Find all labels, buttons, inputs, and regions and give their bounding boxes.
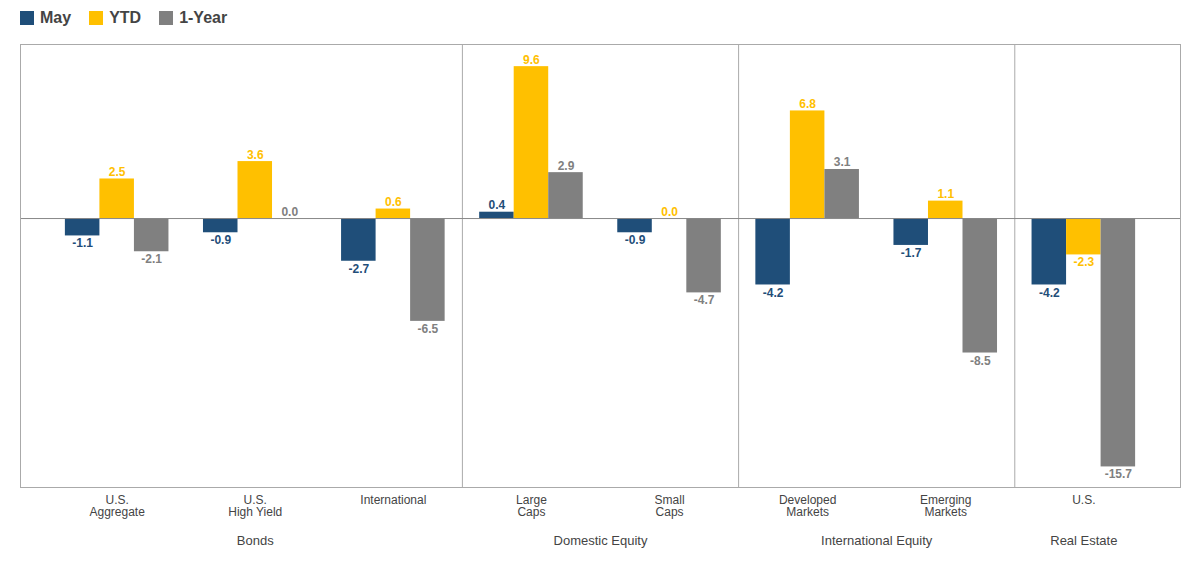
svg-text:-0.9: -0.9 <box>210 233 231 247</box>
svg-text:3.6: 3.6 <box>247 148 264 162</box>
html-text:YTD: YTD <box>109 9 142 26</box>
svg-text:Bonds: Bonds <box>237 533 274 548</box>
svg-text:International Equity: International Equity <box>821 533 933 548</box>
svg-text:U.S.: U.S. <box>1072 493 1095 507</box>
svg-text:EmergingMarkets: EmergingMarkets <box>920 493 971 519</box>
svg-text:DevelopedMarkets: DevelopedMarkets <box>779 493 836 519</box>
svg-text:-4.2: -4.2 <box>1039 286 1060 300</box>
svg-text:-0.9: -0.9 <box>625 233 646 247</box>
svg-text:Real Estate: Real Estate <box>1050 533 1117 548</box>
svg-text:6.8: 6.8 <box>799 97 816 111</box>
html-text:1-Year: 1-Year <box>179 9 228 26</box>
html-text:May: May <box>40 9 72 26</box>
svg-text:1.1: 1.1 <box>937 187 954 201</box>
svg-text:9.6: 9.6 <box>523 53 540 67</box>
svg-text:-2.3: -2.3 <box>1073 255 1094 269</box>
svg-text:SmallCaps: SmallCaps <box>655 493 685 519</box>
svg-text:0.0: 0.0 <box>281 205 298 219</box>
svg-text:0.4: 0.4 <box>489 198 506 212</box>
svg-text:LargeCaps: LargeCaps <box>516 493 547 519</box>
svg-text:-8.5: -8.5 <box>970 354 991 368</box>
svg-text:2.5: 2.5 <box>109 165 126 179</box>
svg-text:U.S.Aggregate: U.S.Aggregate <box>89 493 145 519</box>
svg-text:Domestic Equity: Domestic Equity <box>554 533 648 548</box>
svg-text:-15.7: -15.7 <box>1105 467 1133 481</box>
svg-text:3.1: 3.1 <box>834 155 851 169</box>
svg-text:-6.5: -6.5 <box>418 322 439 336</box>
svg-text:-2.7: -2.7 <box>348 262 369 276</box>
svg-text:-1.1: -1.1 <box>72 236 93 250</box>
svg-text:-4.7: -4.7 <box>694 293 715 307</box>
svg-text:-2.1: -2.1 <box>141 252 162 266</box>
svg-text:U.S.High Yield: U.S.High Yield <box>228 493 282 519</box>
svg-text:2.9: 2.9 <box>558 159 575 173</box>
svg-text:-4.2: -4.2 <box>763 286 784 300</box>
svg-text:0.0: 0.0 <box>661 205 678 219</box>
svg-text:-1.7: -1.7 <box>901 246 922 260</box>
svg-text:0.6: 0.6 <box>385 195 402 209</box>
svg-text:International: International <box>360 493 426 507</box>
